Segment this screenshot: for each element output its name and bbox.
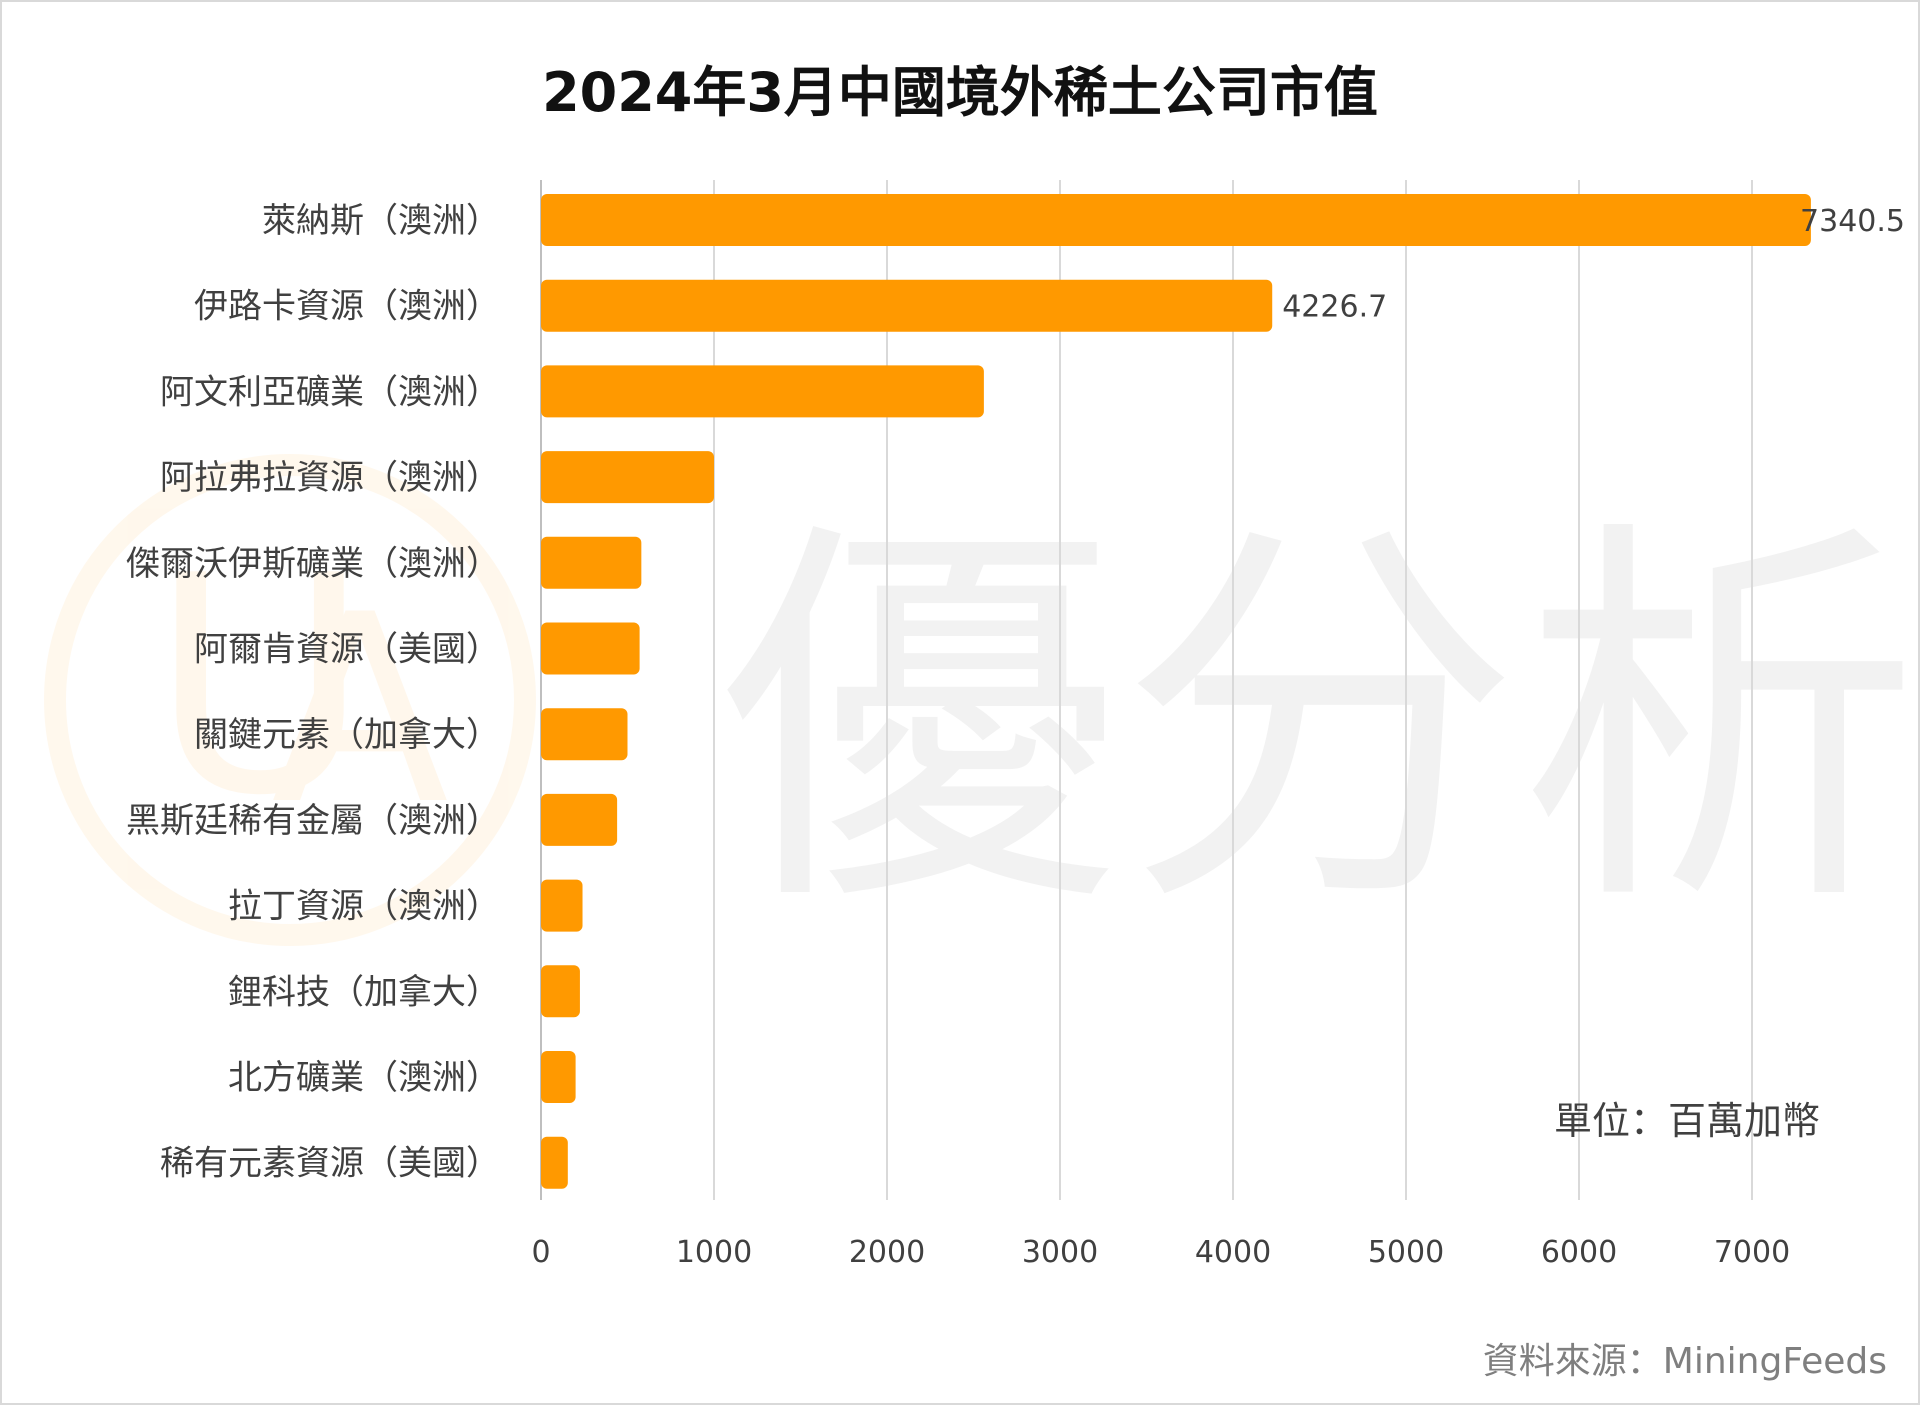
category-label: 北方礦業（澳洲） [228, 1058, 500, 1098]
x-tick-label: 0 [531, 1235, 550, 1270]
category-label: 黑斯廷稀有金屬（澳洲） [126, 801, 500, 841]
source-note: 資料來源：MiningFeeds [1482, 1341, 1887, 1382]
grid-lines [540, 180, 1753, 1200]
bar [541, 965, 580, 1018]
watermark: U A [44, 454, 536, 946]
bar [541, 194, 1811, 246]
category-label: 稀有元素資源（美國） [160, 1144, 500, 1184]
category-label: 阿拉弗拉資源（澳洲） [160, 458, 500, 498]
category-label: 拉丁資源（澳洲） [228, 887, 500, 927]
bar [541, 793, 618, 846]
watermark-logo-letter-u: U [150, 512, 370, 861]
x-axis-tick-labels: 0 1000 2000 3000 4000 5000 6000 7000 [531, 1235, 1790, 1270]
category-label: 阿爾肯資源（美國） [194, 630, 500, 670]
category-label: 鋰科技（加拿大） [228, 972, 500, 1012]
x-tick-label: 5000 [1368, 1235, 1444, 1270]
unit-note: 單位：百萬加幣 [1553, 1099, 1820, 1143]
bar [541, 1136, 568, 1189]
category-labels: 萊納斯（澳洲） 伊路卡資源（澳洲） 阿文利亞礦業（澳洲） 阿拉弗拉資源（澳洲） 傑爾沃伊… [126, 201, 500, 1184]
data-label: 7340.5 [1800, 204, 1905, 239]
category-label: 關鍵元素（加拿大） [194, 715, 500, 755]
bar [541, 879, 583, 932]
bar [541, 1051, 576, 1103]
bar [541, 708, 628, 761]
bars [541, 194, 1811, 1189]
data-label: 4226.7 [1282, 290, 1387, 325]
x-tick-label: 1000 [676, 1235, 752, 1270]
bar [541, 622, 640, 675]
bar [541, 279, 1273, 332]
category-label: 萊納斯（澳洲） [262, 201, 500, 241]
bar [541, 536, 642, 589]
bar [541, 451, 714, 504]
x-tick-label: 7000 [1714, 1235, 1790, 1270]
watermark-logo-letter-a: A [271, 560, 450, 862]
bar [541, 365, 984, 418]
category-label: 傑爾沃伊斯礦業（澳洲） [126, 544, 500, 584]
category-label: 阿文利亞礦業（澳洲） [160, 372, 500, 412]
category-label: 伊路卡資源（澳洲） [194, 287, 500, 327]
watermark-text: 優分析 [720, 490, 1920, 955]
x-tick-label: 6000 [1541, 1235, 1617, 1270]
watermark-logo-ring [44, 454, 536, 946]
x-tick-label: 3000 [1022, 1235, 1098, 1270]
x-tick-label: 4000 [1195, 1235, 1271, 1270]
chart-title: 2024年3月中國境外稀土公司市值 [542, 61, 1378, 124]
x-tick-label: 2000 [849, 1235, 925, 1270]
data-labels: 7340.5 4226.7 [1282, 204, 1905, 325]
